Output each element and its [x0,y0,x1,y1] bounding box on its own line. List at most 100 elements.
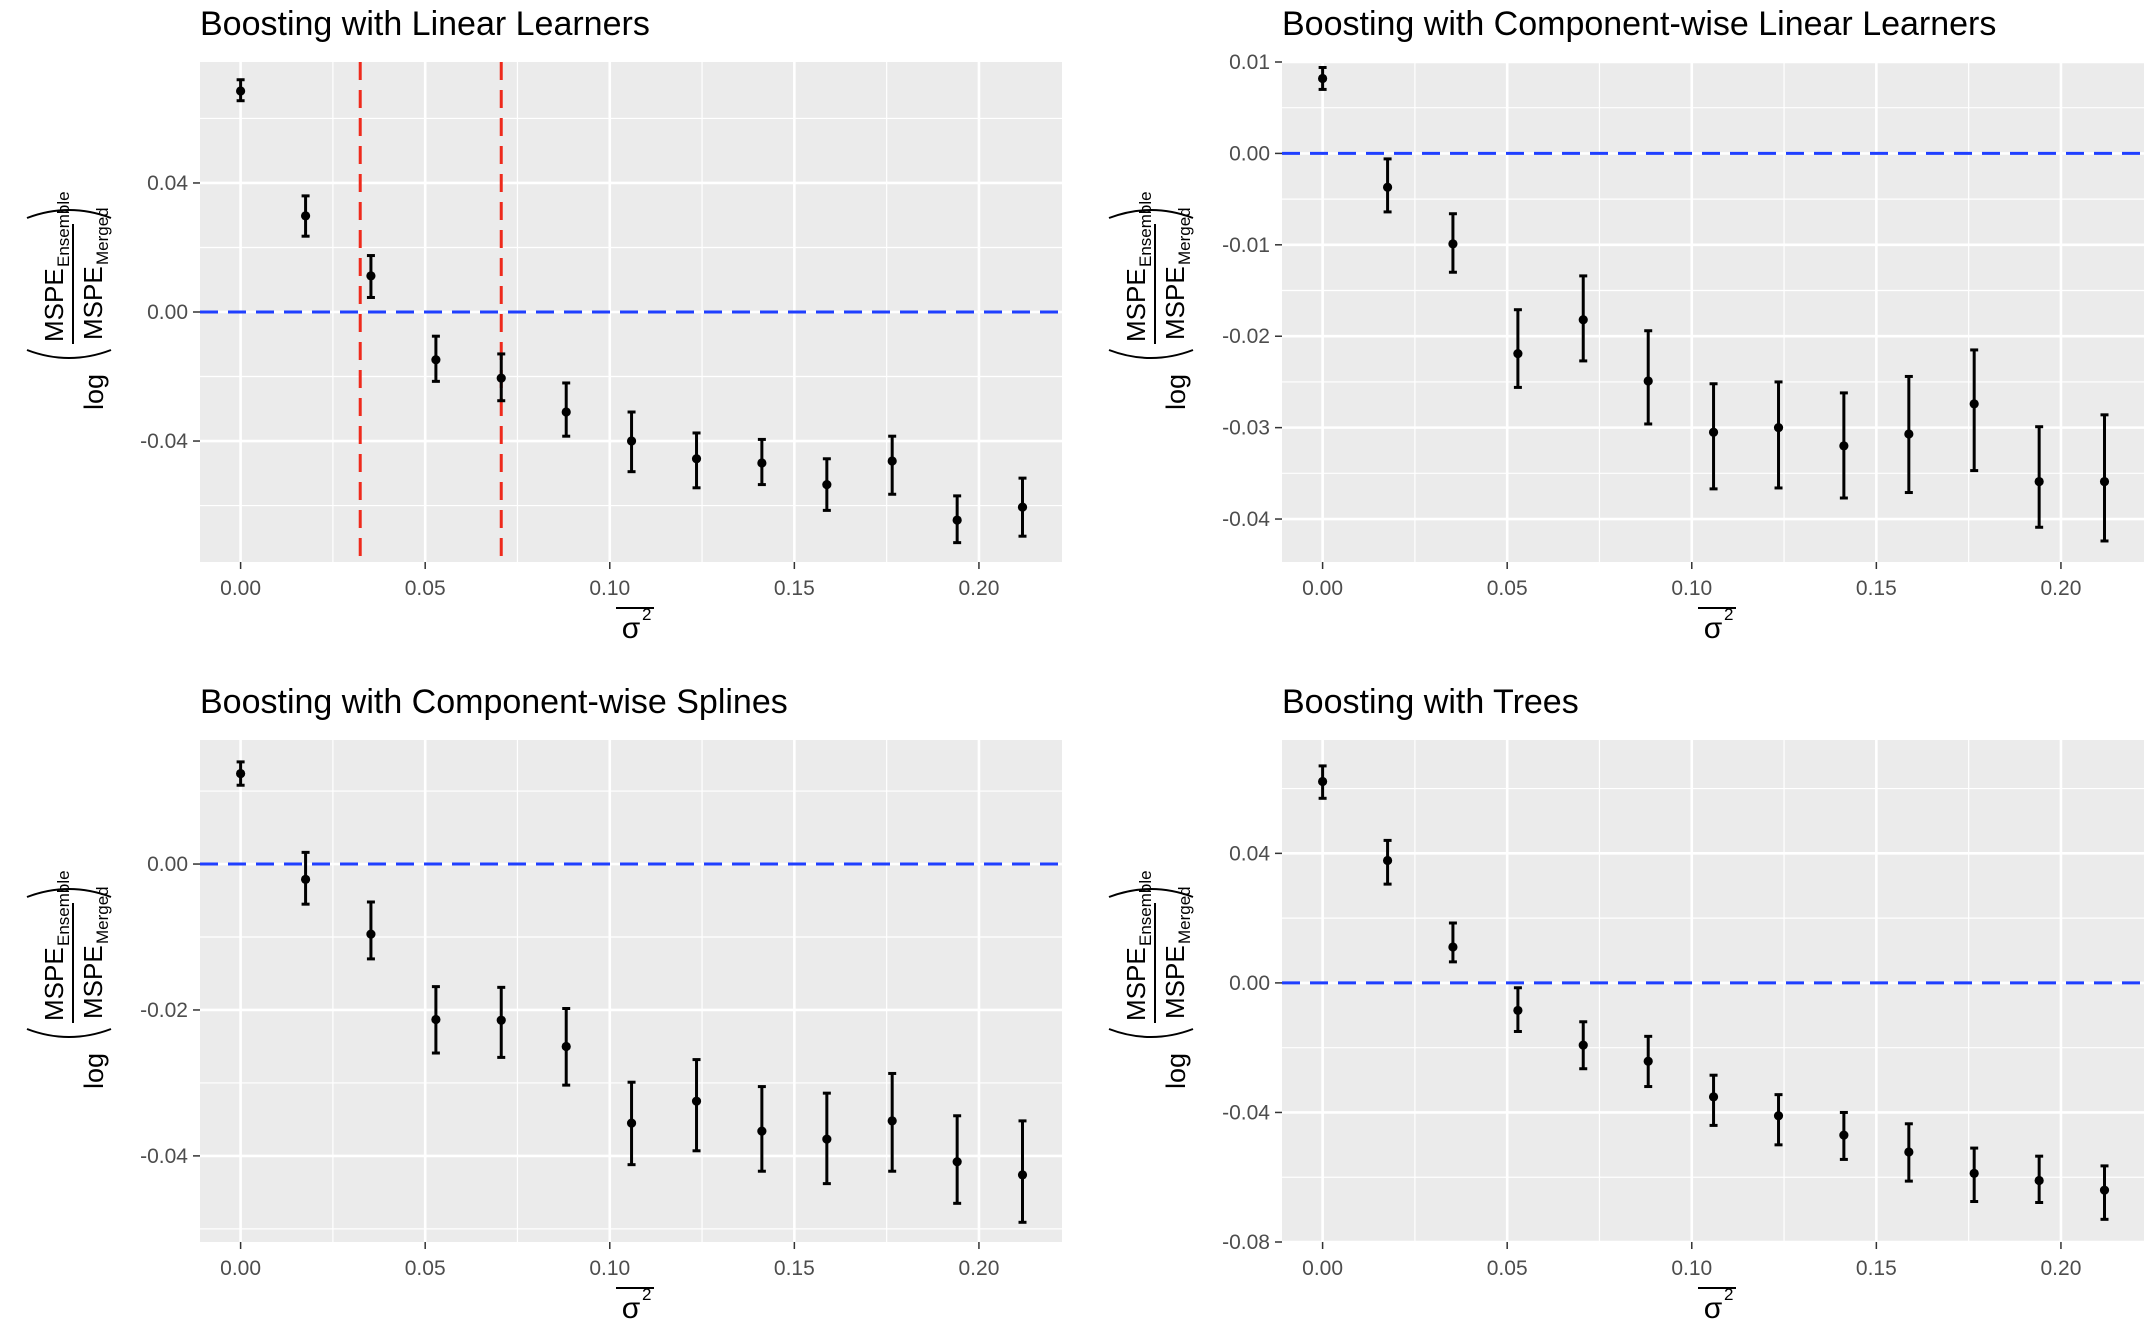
data-point [1773,423,1784,433]
y-tick-label: 0.01 [1229,51,1270,74]
data-point [1017,1170,1028,1180]
y-label-right-paren [1108,209,1194,219]
x-axis-symbol: σ [622,612,641,645]
tick-labels: 0.00 0.05 0.10 0.15 0.20 -0.04 -0.02 0.00 [140,853,999,1280]
data-point [822,479,832,490]
y-label-log: log [1161,374,1191,410]
data-point [887,1116,897,1126]
y-label-numerator-sub: Ensemble [1136,191,1155,267]
tick-labels: 0.00 0.05 0.10 0.15 0.20 -0.08 -0.04 0.00 0.04 [1222,842,2081,1280]
data-point [1969,399,1979,409]
y-label-left-paren [26,1028,112,1038]
data-point [561,1041,571,1052]
data-point [1448,239,1458,249]
y-label-numerator: MSPE [39,268,69,342]
data-point [366,271,376,281]
y-label-log: log [79,374,109,410]
data-point [757,458,767,468]
data-point [300,874,311,884]
y-label-denominator-sub: Merged [1175,207,1194,265]
data-point [2099,1185,2110,1195]
y-tick-label: 0.04 [147,172,188,195]
data-point [1382,855,1393,866]
y-tick-label: 0.00 [147,853,188,876]
data-point [300,211,311,221]
data-points [236,760,1028,1224]
y-label-left-paren [1108,1028,1194,1038]
y-label-right-paren [26,209,112,219]
plot-area [1282,740,2144,1242]
y-tick-label: -0.04 [140,430,188,453]
y-label-numerator-sub: Ensemble [1136,870,1155,946]
y-label-log: log [1161,1053,1191,1089]
y-tick-label: -0.04 [1222,1101,1270,1124]
x-tick-label: 0.05 [1487,577,1528,600]
data-point [1513,348,1523,359]
y-tick-label: 0.00 [147,301,188,324]
y-label-right-paren [1108,888,1194,898]
data-point [561,407,571,417]
y-label-denominator-sub: Merged [93,886,112,944]
data-point [1643,1056,1653,1066]
y-label-numerator-sub: Ensemble [54,191,73,267]
x-tick-label: 0.20 [2041,577,2082,600]
y-tick-label: 0.04 [1229,842,1270,865]
data-point [2034,1175,2044,1186]
data-point [1708,1092,1719,1102]
data-point [496,1015,506,1025]
x-tick-label: 0.20 [959,577,1000,600]
data-point [626,1118,637,1128]
data-point [757,1126,767,1136]
y-label-denominator: MSPE [78,945,108,1019]
y-tick-label: -0.02 [140,999,188,1022]
x-axis-superscript: 2 [1724,605,1733,624]
panel-title: Boosting with Linear Learners [200,5,650,43]
y-tick-label: -0.03 [1222,417,1270,440]
data-point [431,355,441,365]
x-tick-label: 0.10 [1671,1257,1712,1280]
y-label-denominator-sub: Merged [93,207,112,265]
data-point [1382,182,1393,192]
x-tick-label: 0.00 [220,577,261,600]
tick-labels: 0.00 0.05 0.10 0.15 0.20 -0.04 -0.03 -0.02 -0.01… [1222,51,2081,600]
panel-componentwise-splines: Boosting with Component-wise Splines 0.0… [26,683,1062,1325]
x-tick-label: 0.15 [774,577,815,600]
x-tick-label: 0.00 [220,1257,261,1280]
y-label-denominator: MSPE [78,266,108,340]
data-point [1578,315,1588,325]
data-point [1969,1168,1979,1178]
x-tick-label: 0.20 [959,1257,1000,1280]
x-tick-label: 0.15 [1856,1257,1897,1280]
data-point [236,86,246,96]
panel-linear-learners: Boosting with Linear Learners 0.00 0.05 0.… [26,5,1062,645]
x-tick-label: 0.05 [405,1257,446,1280]
x-tick-label: 0.10 [1671,577,1712,600]
data-points [236,78,1028,545]
y-label-left-paren [26,349,112,359]
data-point [1017,502,1028,512]
x-axis-superscript: 2 [642,605,651,624]
data-point [1904,1147,1914,1157]
x-tick-label: 0.05 [1487,1257,1528,1280]
y-label-log: log [79,1053,109,1089]
x-axis-superscript: 2 [642,1285,651,1304]
y-label-right-paren [26,888,112,898]
x-axis-superscript: 2 [1724,1285,1733,1304]
data-point [1318,776,1328,787]
x-tick-label: 0.00 [1302,577,1343,600]
x-axis-symbol: σ [1704,612,1723,645]
panel-title: Boosting with Component-wise Splines [200,683,788,721]
x-tick-label: 0.15 [774,1257,815,1280]
x-axis-symbol: σ [1704,1292,1723,1325]
reference-lines [200,62,1062,562]
data-point [626,436,637,446]
data-point [1513,1005,1523,1016]
